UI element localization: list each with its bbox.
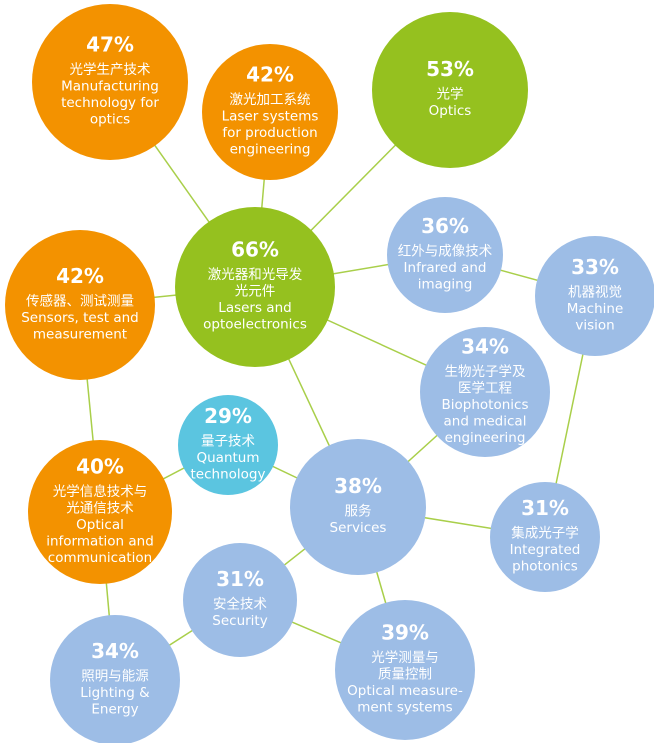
bubble-label: 机器视觉 bbox=[568, 284, 622, 300]
bubble-label: Lighting & bbox=[80, 685, 150, 701]
bubble-label: technology for bbox=[61, 95, 159, 111]
bubble-label: 照明与能源 bbox=[81, 668, 149, 684]
percent-label: 66% bbox=[231, 238, 279, 262]
bubble-label: vision bbox=[575, 317, 614, 333]
bubble-label: 质量控制 bbox=[378, 667, 432, 683]
bubble-label: 服务 bbox=[345, 504, 372, 520]
bubble-label: 医学工程 bbox=[458, 380, 512, 396]
bubble-label: imaging bbox=[418, 276, 473, 292]
bubble-label: Optical bbox=[76, 517, 124, 533]
bubble bbox=[372, 12, 528, 168]
bubble-label: Infrared and bbox=[404, 260, 487, 276]
bubble bbox=[490, 482, 600, 592]
bubble bbox=[175, 207, 335, 367]
bubble-label: Manufacturing bbox=[61, 79, 159, 95]
percent-label: 53% bbox=[426, 57, 474, 81]
bubble bbox=[535, 236, 654, 356]
percent-label: 33% bbox=[571, 255, 619, 279]
bubble bbox=[28, 440, 172, 584]
bubble-label: 安全技术 bbox=[213, 596, 267, 613]
percent-label: 34% bbox=[461, 334, 509, 358]
bubble-label: ment systems bbox=[357, 700, 452, 716]
bubble bbox=[32, 4, 188, 160]
bubble-label: 红外与成像技术 bbox=[398, 243, 493, 259]
bubble bbox=[202, 44, 338, 180]
bubble-label: optics bbox=[90, 112, 130, 128]
percent-label: 42% bbox=[56, 264, 104, 288]
bubble-label: communication bbox=[48, 550, 152, 566]
bubble-label: 集成光子学 bbox=[511, 525, 579, 541]
percent-label: 31% bbox=[216, 567, 264, 591]
bubble-label: 光学测量与 bbox=[371, 650, 439, 666]
bubble-label: 光元件 bbox=[235, 284, 276, 300]
bubble bbox=[5, 230, 155, 380]
percent-label: 38% bbox=[334, 474, 382, 498]
bubble-label: and medical bbox=[444, 413, 527, 429]
bubble-label: Security bbox=[212, 613, 267, 629]
bubble-label: Laser systems bbox=[222, 109, 319, 125]
bubble-label: 量子技术 bbox=[201, 433, 255, 449]
bubble bbox=[420, 327, 550, 457]
bubble-label: photonics bbox=[512, 558, 578, 574]
bubble-label: 光学生产技术 bbox=[70, 62, 151, 78]
bubble-label: 传感器、测试测量 bbox=[26, 292, 134, 309]
percent-label: 47% bbox=[86, 33, 134, 57]
bubble-label: 光学 bbox=[437, 87, 464, 103]
percent-label: 40% bbox=[76, 454, 124, 478]
bubble-label: Integrated bbox=[510, 542, 581, 558]
bubble-label: information and bbox=[46, 533, 154, 549]
bubble-label: 生物光子学及 bbox=[445, 364, 526, 380]
percent-label: 39% bbox=[381, 621, 429, 645]
percent-label: 29% bbox=[204, 404, 252, 428]
bubble bbox=[335, 600, 475, 740]
bubble-label: Biophotonics bbox=[442, 397, 529, 413]
bubble-label: Quantum bbox=[196, 450, 259, 466]
percent-label: 36% bbox=[421, 214, 469, 238]
bubble-label: 激光器和光导发 bbox=[208, 267, 303, 283]
bubble bbox=[183, 543, 297, 657]
bubble-label: for production bbox=[222, 125, 317, 141]
bubble-label: 激光加工系统 bbox=[230, 92, 311, 108]
bubble-label: 光学信息技术与 bbox=[53, 483, 148, 500]
percent-label: 31% bbox=[521, 496, 569, 520]
bubble-label: Energy bbox=[91, 701, 138, 717]
bubble-label: Lasers and bbox=[218, 300, 291, 316]
bubble-label: optoelectronics bbox=[203, 317, 307, 333]
bubble-label: Optics bbox=[429, 103, 472, 119]
percent-label: 42% bbox=[246, 63, 294, 87]
bubble-label: engineering bbox=[230, 142, 311, 158]
bubble bbox=[387, 197, 503, 313]
bubble bbox=[178, 395, 278, 495]
percent-label: 34% bbox=[91, 639, 139, 663]
bubble-label: technology bbox=[191, 466, 266, 482]
bubble-label: Optical measure- bbox=[347, 683, 463, 699]
bubble-label: measurement bbox=[33, 326, 127, 342]
bubble bbox=[50, 615, 180, 743]
bubble-label: engineering bbox=[445, 430, 526, 446]
bubble-label: Sensors, test and bbox=[21, 310, 139, 326]
bubble-label: Services bbox=[330, 520, 387, 536]
bubble bbox=[290, 439, 426, 575]
bubble-label: Machine bbox=[567, 301, 624, 317]
bubble-label: 光通信技术 bbox=[66, 500, 134, 516]
